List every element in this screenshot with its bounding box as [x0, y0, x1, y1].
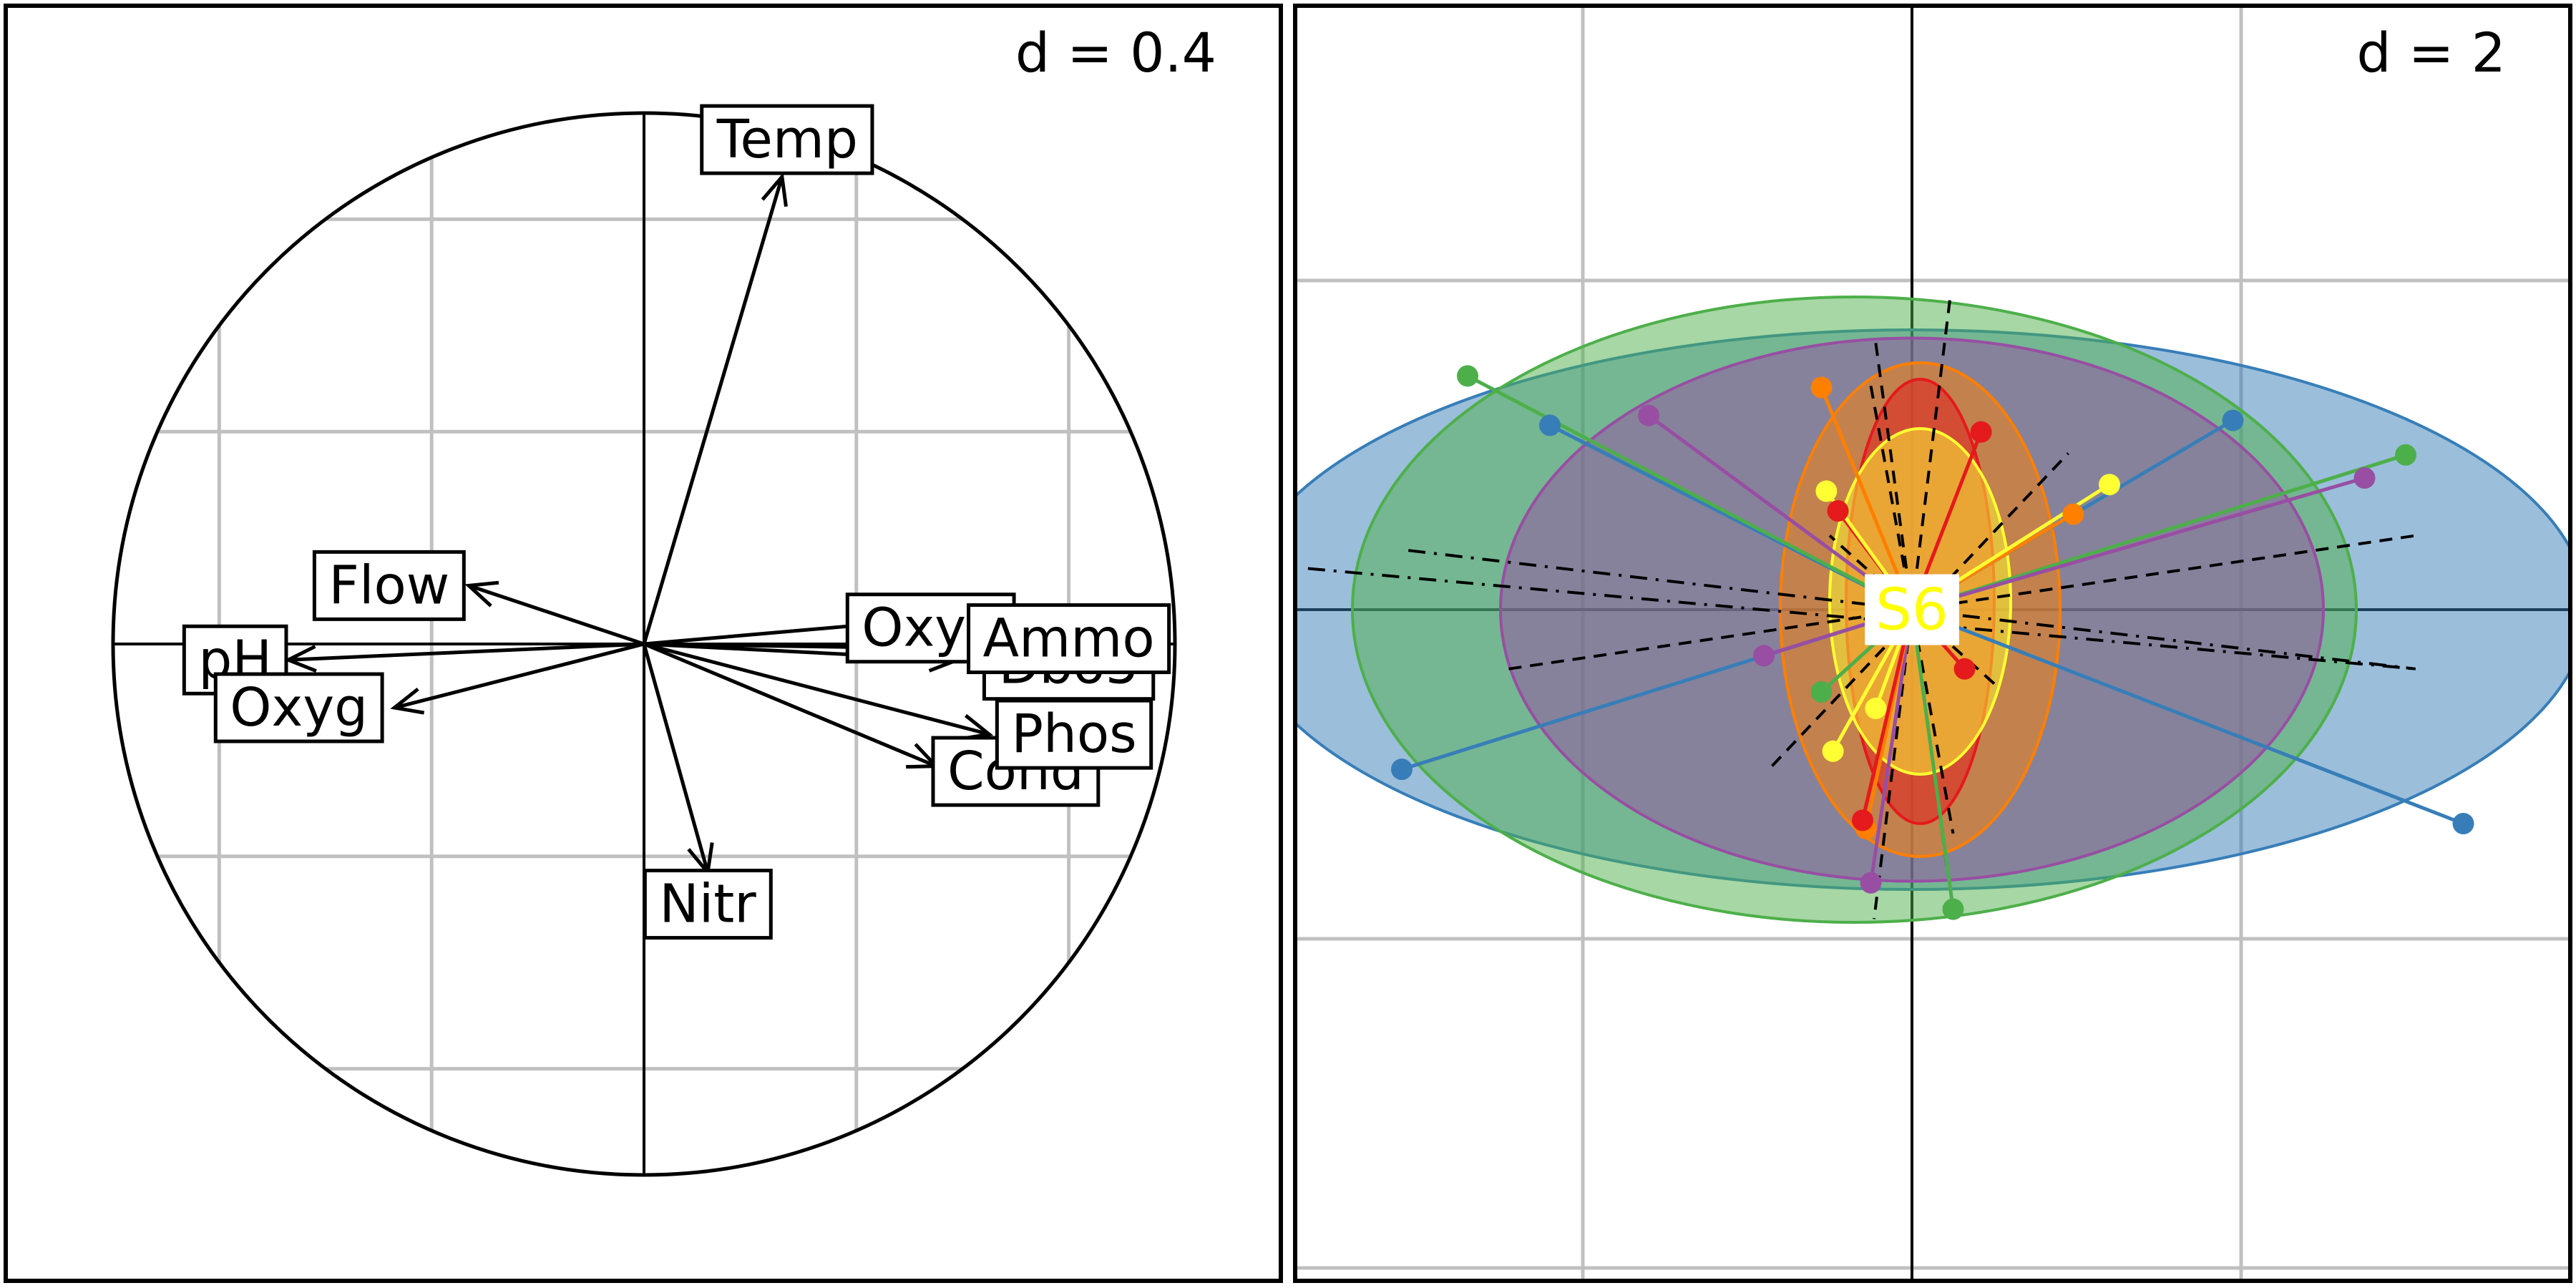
arrow-shaft: [468, 584, 645, 646]
correlation-circle-panel: TempFlowpHOxygNitrOxydDbo5CondPhosAmmod …: [4, 4, 1283, 1283]
variable-label-text: Oxyg: [230, 677, 368, 738]
star-link-orange: [1820, 386, 1914, 610]
point-blue: [1539, 414, 1561, 436]
point-purple: [1860, 872, 1882, 894]
arrow-head: [464, 580, 499, 608]
variable-label-text: Flow: [328, 555, 449, 616]
point-green: [2395, 444, 2416, 466]
ellipse-axis-line: [1407, 549, 2416, 670]
label-box: [213, 672, 384, 743]
point-red: [1827, 500, 1849, 522]
point-green: [1457, 365, 1478, 387]
point-purple: [1753, 645, 1775, 667]
plot-body: S6: [1295, 6, 2570, 1281]
label-box: [643, 869, 773, 940]
arrow-head: [283, 645, 317, 673]
point-red: [1970, 421, 1992, 443]
scale-label: d = 0.4: [1015, 21, 1216, 84]
variable-label-text: Phos: [1011, 703, 1136, 765]
variable-label-text: Temp: [716, 109, 858, 170]
arrow-flow: [464, 580, 645, 646]
variable-label-flow: Flow: [312, 550, 466, 621]
class-ellipse-panel: S6 d = 2: [1293, 4, 2572, 1283]
point-yellow: [1822, 740, 1844, 762]
arrow-shaft: [643, 642, 990, 736]
point-orange: [1810, 376, 1833, 399]
arrow-nitr: [642, 643, 714, 877]
center-label-box: [1865, 574, 1959, 645]
arrow-shaft: [288, 642, 645, 662]
star-link-purple: [1869, 609, 1914, 884]
arrow-oxyg: [390, 642, 645, 715]
arrow-temp: [642, 172, 788, 645]
label-box: [700, 104, 874, 175]
arrow-head: [761, 172, 788, 208]
label-box: [967, 603, 1171, 675]
point-purple: [2353, 467, 2376, 489]
arrow-head: [390, 687, 425, 715]
star-link-blue: [1911, 608, 2464, 826]
arrow-shaft: [643, 642, 937, 768]
variable-label-temp: Temp: [700, 104, 874, 175]
label-box: [312, 550, 466, 621]
point-yellow: [1815, 480, 1838, 502]
panel-frame: [4, 4, 1283, 1283]
point-purple: [1638, 404, 1659, 426]
variable-label-text: Nitr: [659, 874, 756, 935]
point-green: [1942, 898, 1964, 920]
center-label-text: S6: [1875, 577, 1948, 643]
star-link-green: [1466, 374, 1913, 612]
arrow-shaft: [394, 642, 645, 710]
variable-label-oxyg: Oxyg: [213, 672, 384, 743]
scale-label: d = 2: [2356, 21, 2506, 84]
point-orange: [2062, 503, 2084, 525]
point-red: [1852, 809, 1873, 831]
arrow-ph: [283, 642, 645, 673]
point-blue: [1391, 758, 1413, 781]
panel-frame: [1293, 4, 2572, 1283]
ellipse-axis-line: [1869, 385, 1955, 834]
star-link-purple: [1911, 476, 2366, 612]
variable-label-text: Ammo: [983, 608, 1155, 670]
ellipse-axis-line: [1508, 534, 2416, 670]
point-green: [1810, 681, 1833, 703]
point-yellow: [2099, 474, 2120, 496]
star-link-green: [1910, 609, 1955, 909]
label-box: [995, 698, 1153, 770]
arrow-shaft: [642, 176, 784, 645]
correlation-circle: [111, 111, 1177, 1177]
variable-label-phos: Phos: [995, 698, 1153, 770]
variable-label-ammo: Ammo: [967, 603, 1171, 675]
point-blue: [2452, 813, 2474, 834]
center-label: S6: [1865, 574, 1959, 645]
point-blue: [2222, 409, 2244, 431]
point-red: [1953, 658, 1976, 680]
variable-label-nitr: Nitr: [643, 869, 773, 940]
arrow-shaft: [642, 643, 710, 873]
point-yellow: [1865, 698, 1887, 719]
